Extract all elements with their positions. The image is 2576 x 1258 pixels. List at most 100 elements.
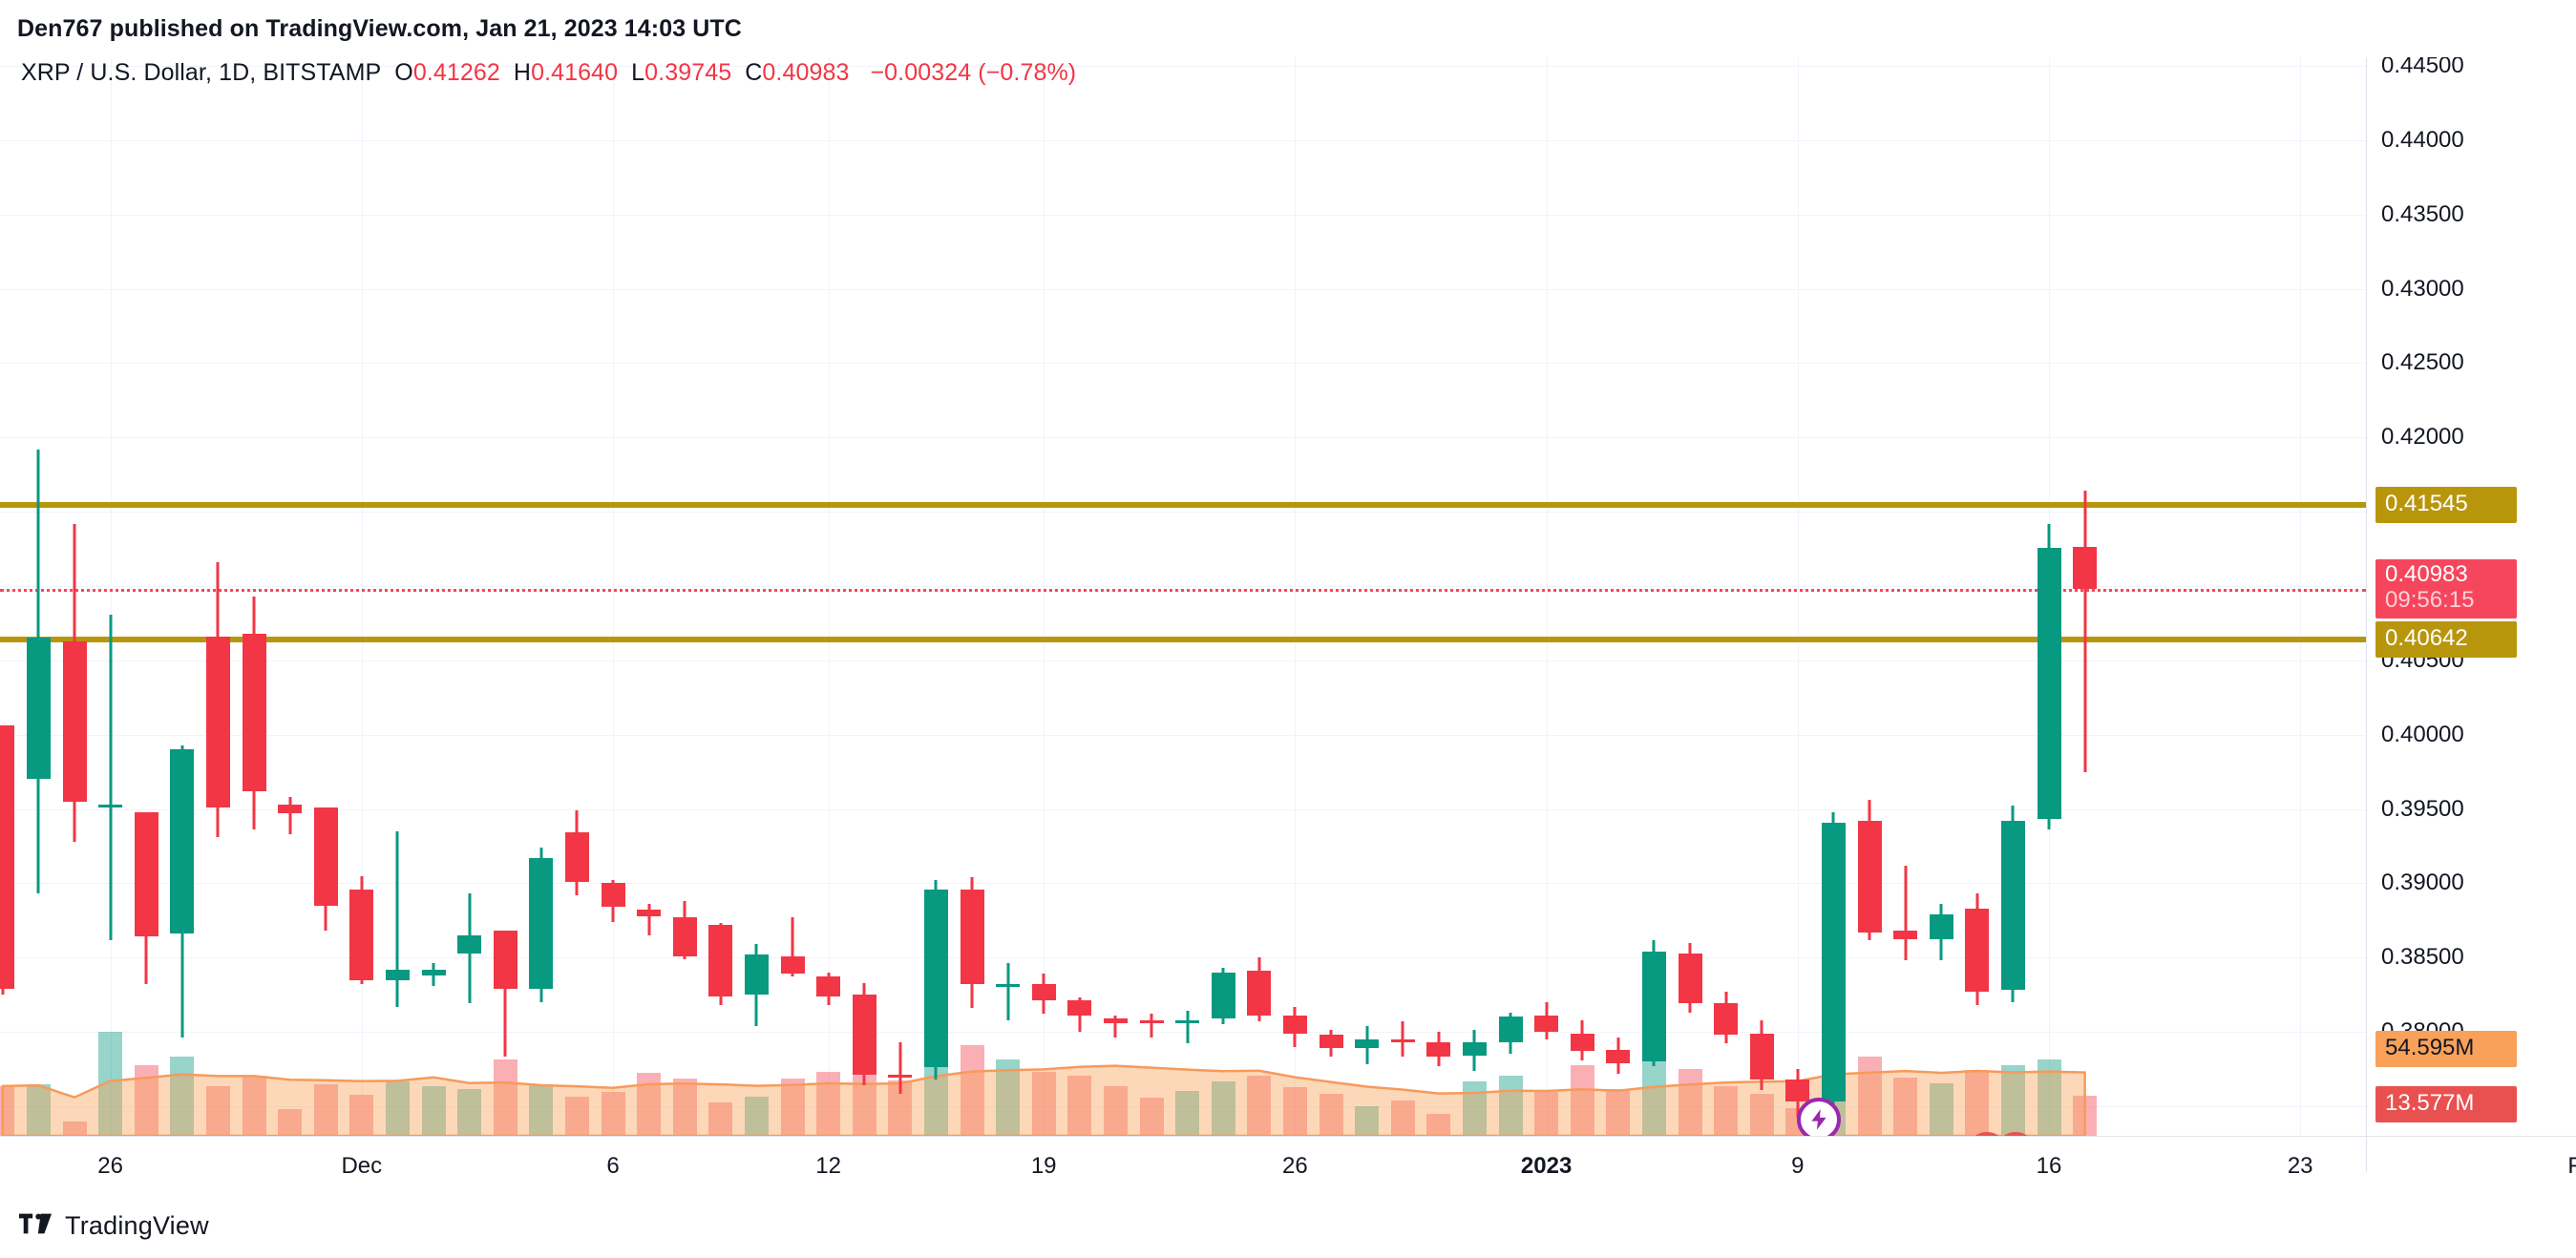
candlestick: [278, 36, 303, 1136]
candlestick: [637, 36, 662, 1136]
high-value: 0.41640: [531, 59, 619, 86]
candlestick: [529, 36, 554, 1136]
symbol-title[interactable]: XRP / U.S. Dollar, 1D, BITSTAMP: [21, 59, 382, 86]
candlestick: [98, 36, 123, 1136]
time-axis-label: Feb: [2567, 1153, 2576, 1179]
candle-body: [923, 889, 948, 1068]
candle-body: [1821, 822, 1846, 1102]
gridline-horizontal: [0, 808, 2366, 810]
price-change: −0.00324 (−0.78%): [870, 59, 1077, 86]
earnings-bolt-marker[interactable]: [1797, 1098, 1841, 1136]
candle-body: [2000, 820, 2025, 991]
candlestick: [1821, 36, 1846, 1136]
volume-ma-badge[interactable]: 54.595M: [2375, 1031, 2517, 1067]
time-axis-label: 23: [2287, 1153, 2313, 1179]
gridline-horizontal: [0, 734, 2366, 736]
volume-last-value: 13.577M: [2385, 1090, 2475, 1117]
volume-bar: [996, 1059, 1021, 1136]
low-key: L: [631, 59, 645, 86]
tradingview-wordmark: TradingView: [65, 1210, 209, 1240]
price-axis-label: 0.43000: [2381, 275, 2464, 302]
resistance-price-value: 0.41545: [2385, 491, 2468, 517]
open-value: 0.41262: [412, 59, 500, 86]
candlestick: [852, 36, 876, 1136]
chart-plot-area[interactable]: [0, 36, 2366, 1136]
volume-ma-value: 54.595M: [2385, 1035, 2475, 1061]
volume-bar: [62, 1121, 87, 1136]
time-axis-label: 6: [606, 1153, 620, 1179]
candlestick: [708, 36, 733, 1136]
last-price-badge[interactable]: 0.40983 09:56:15: [2375, 558, 2517, 619]
price-line-resistance[interactable]: [0, 502, 2366, 509]
volume-bar: [1462, 1081, 1487, 1136]
candle-body: [1641, 951, 1666, 1062]
time-axis[interactable]: 26Dec6121926202391623Feb6: [0, 1136, 2576, 1195]
candlestick: [1714, 36, 1739, 1136]
candle-wick: [288, 797, 292, 834]
volume-last-badge[interactable]: 13.577M: [2375, 1086, 2517, 1122]
volume-bar: [421, 1085, 446, 1136]
candle-body: [1247, 971, 1272, 1016]
candlestick: [2000, 36, 2025, 1136]
candle-body: [1355, 1038, 1380, 1049]
price-line-last-price[interactable]: [0, 588, 2366, 592]
gridline-horizontal: [0, 363, 2366, 365]
candle-body: [888, 1075, 913, 1079]
candlestick: [1965, 36, 1990, 1136]
price-line-support[interactable]: [0, 636, 2366, 642]
volume-bar: [1067, 1076, 1092, 1136]
candlestick: [349, 36, 374, 1136]
candle-body: [1534, 1015, 1559, 1032]
price-axis[interactable]: 0.44500 0.44000 0.43500 0.43000 0.42500 0.420…: [2366, 36, 2576, 1136]
support-price-value: 0.40642: [2385, 624, 2468, 651]
candle-body: [421, 969, 446, 975]
resistance-price-badge[interactable]: 0.41545: [2375, 487, 2517, 524]
volume-bar: [1426, 1114, 1451, 1136]
ohlc-open: O0.41262: [394, 59, 500, 87]
volume-bar: [205, 1085, 230, 1136]
volume-bar: [1390, 1101, 1415, 1136]
support-price-badge[interactable]: 0.40642: [2375, 620, 2517, 658]
candlestick: [1929, 36, 1953, 1136]
candle-body: [205, 636, 230, 807]
gridline-vertical: [362, 36, 363, 1136]
candle-body: [529, 857, 554, 989]
candle-body: [1606, 1049, 1631, 1063]
volume-bar: [960, 1045, 984, 1136]
candle-body: [708, 924, 733, 996]
candle-body: [1893, 931, 1918, 940]
candlestick-series: [0, 36, 2366, 1136]
candlestick: [1893, 36, 1918, 1136]
candle-body: [1462, 1041, 1487, 1056]
candlestick: [421, 36, 446, 1136]
candle-body: [1498, 1017, 1523, 1042]
candle-body: [1785, 1079, 1810, 1102]
candle-wick: [647, 904, 651, 935]
volume-bar: [1031, 1071, 1056, 1136]
volume-bar: [493, 1059, 517, 1136]
candle-body: [564, 832, 589, 882]
candle-wick: [1113, 1015, 1117, 1038]
candlestick: [0, 36, 15, 1136]
volume-bar: [672, 1079, 697, 1136]
gridline-horizontal: [0, 139, 2366, 141]
candlestick: [1355, 36, 1380, 1136]
price-axis-label: 0.39500: [2381, 795, 2464, 822]
candlestick: [1319, 36, 1343, 1136]
candle-body: [744, 954, 769, 996]
gridline-vertical: [1798, 36, 1799, 1136]
gridline-horizontal: [0, 1032, 2366, 1034]
candlestick: [1462, 36, 1487, 1136]
volume-bar: [564, 1096, 589, 1136]
candle-body: [242, 633, 266, 791]
chart-legend[interactable]: XRP / U.S. Dollar, 1D, BITSTAMP O0.41262…: [21, 59, 1076, 87]
candlestick: [1606, 36, 1631, 1136]
footer-branding[interactable]: TradingView: [19, 1205, 209, 1247]
volume-bar: [349, 1095, 374, 1136]
candle-body: [960, 889, 984, 985]
candle-body: [457, 934, 482, 954]
candlestick: [1785, 36, 1810, 1136]
volume-bar: [1175, 1090, 1200, 1136]
candle-body: [1319, 1035, 1343, 1049]
candlestick: [888, 36, 913, 1136]
